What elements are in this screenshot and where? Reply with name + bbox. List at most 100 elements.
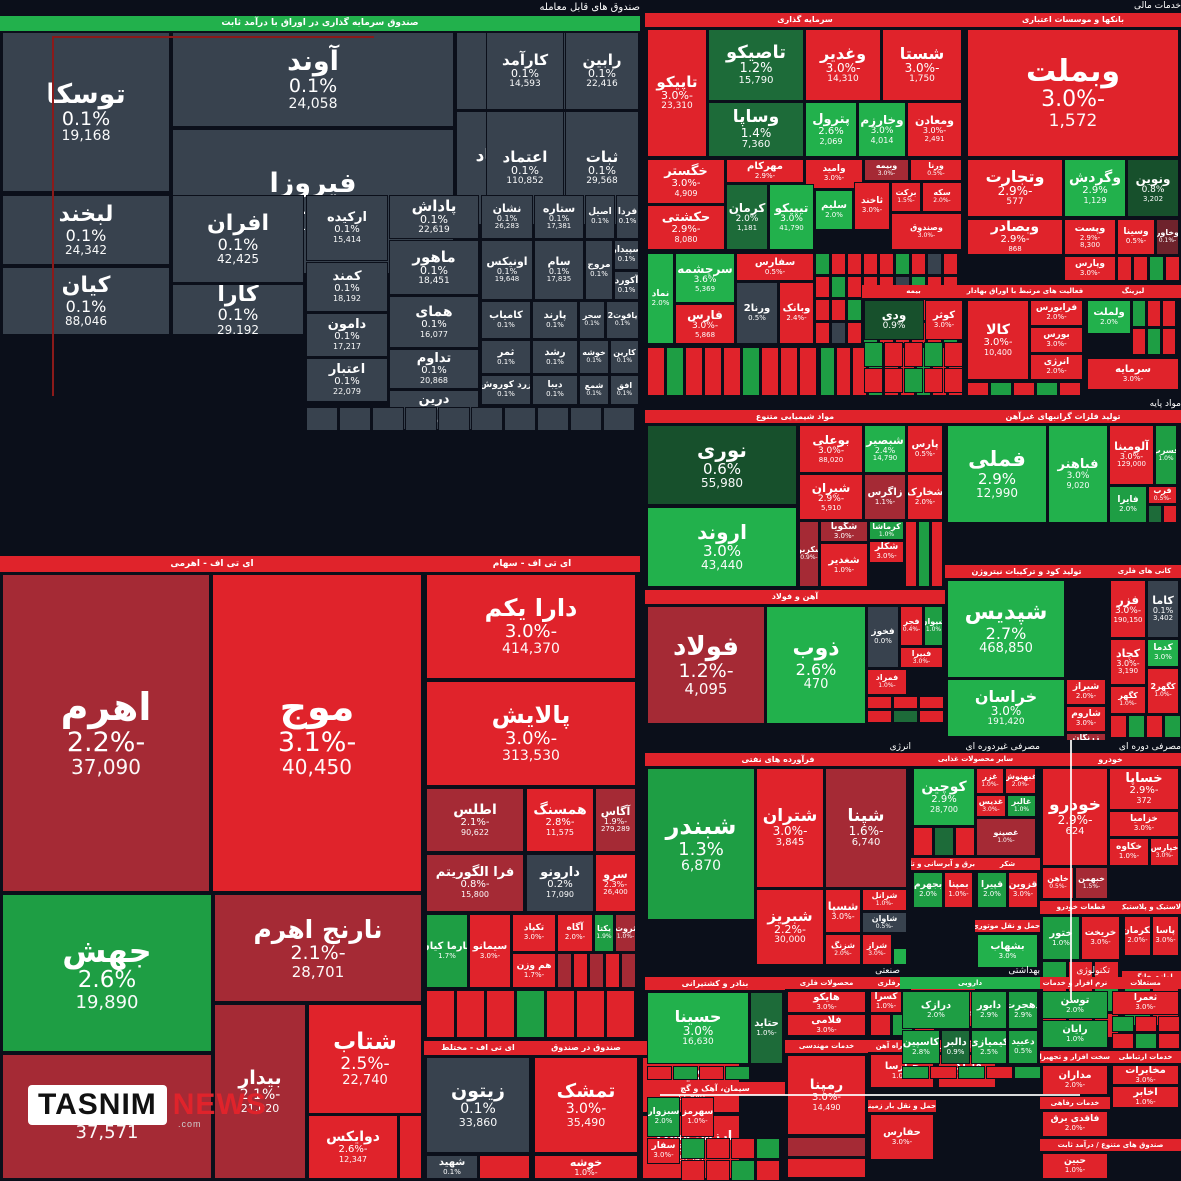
treemap-cell[interactable]: کمند 0.1% 18,192 [306, 262, 388, 312]
treemap-cell[interactable]: شیراز -2.0% [1066, 679, 1106, 705]
treemap-cell[interactable]: فلامی -3.0% [787, 1014, 866, 1036]
treemap-cell[interactable]: شسپا -3.0% [825, 889, 861, 933]
treemap-cell[interactable] [681, 1160, 705, 1181]
treemap-cell[interactable] [486, 990, 515, 1038]
treemap-cell[interactable] [706, 1138, 730, 1159]
treemap-cell[interactable]: پترول 2.6% 2,069 [805, 102, 857, 157]
treemap-cell[interactable]: مخابرات -3.0% [1112, 1065, 1179, 1085]
treemap-cell[interactable] [731, 1160, 755, 1181]
treemap-cell[interactable]: تاصیکو 1.2% 15,790 [708, 29, 804, 101]
treemap-cell[interactable] [685, 347, 703, 396]
treemap-cell[interactable]: دارونو 0.2% 17,090 [526, 854, 594, 912]
treemap-cell[interactable]: وپست -2.9% 8,300 [1064, 219, 1116, 255]
treemap-cell[interactable]: شغدیر -1.0% [820, 543, 868, 587]
treemap-cell[interactable]: دارا یکم -3.0% 414,370 [426, 574, 636, 679]
treemap-cell[interactable]: پالایش -3.0% 313,530 [426, 681, 636, 786]
treemap-cell[interactable]: نارنج اهرم -2.1% 28,701 [214, 894, 422, 1002]
treemap-cell[interactable]: فباهنر 3.0% 9,020 [1048, 425, 1108, 523]
treemap-cell[interactable]: شگویا -3.0% [820, 521, 868, 542]
treemap-cell[interactable] [911, 253, 926, 275]
treemap-cell[interactable] [831, 322, 846, 344]
treemap-group-leasing[interactable]: لیزینگ ولملت 2.0% سرمایه -3.0% [1085, 285, 1181, 398]
treemap-cell[interactable]: خوشه 0.1% [579, 340, 609, 374]
treemap-cell[interactable]: دوایکس -2.6% 12,347 [308, 1115, 398, 1179]
treemap-cell[interactable] [666, 347, 684, 396]
treemap-cell[interactable]: پارند 0.1% [532, 301, 578, 339]
treemap-cell[interactable] [884, 368, 903, 393]
treemap-cell[interactable]: رشد 0.1% [532, 340, 578, 374]
treemap-cell[interactable] [699, 1066, 724, 1080]
treemap-cell[interactable] [831, 299, 846, 321]
treemap-cell[interactable]: بیدار -2.1% 21,020 [214, 1004, 306, 1179]
treemap-cell[interactable] [870, 1014, 891, 1036]
treemap-cell[interactable] [847, 253, 862, 275]
treemap-cell[interactable] [884, 342, 903, 367]
treemap-cell[interactable]: کیمیازی 2.5% [971, 1030, 1007, 1064]
treemap-cell[interactable] [761, 347, 779, 396]
treemap-cell[interactable] [557, 953, 572, 988]
treemap-cell[interactable] [836, 347, 851, 396]
treemap-cell[interactable] [895, 253, 910, 275]
treemap-cell[interactable]: وامید -3.0% [805, 159, 863, 189]
treemap-cell[interactable]: نشان 0.1% 26,283 [481, 195, 533, 239]
treemap-cell[interactable]: وخاور -0.1% [1156, 219, 1179, 255]
treemap-cell[interactable] [1148, 505, 1162, 523]
treemap-cell[interactable] [1112, 1016, 1134, 1032]
treemap-cell[interactable]: حبین -1.0% [1042, 1153, 1108, 1179]
treemap-cell[interactable]: زاگرس -1.1% [864, 474, 906, 520]
treemap-cell[interactable]: شراز -3.0% [862, 934, 892, 965]
treemap-cell[interactable] [867, 696, 892, 709]
treemap-cell[interactable] [576, 990, 605, 1038]
treemap-cell[interactable]: فرب -0.5% [1148, 486, 1177, 504]
treemap-cell[interactable]: بشهاب 3.0% [977, 934, 1038, 968]
treemap-cell[interactable]: کرمان 2.0% 1,181 [726, 184, 768, 250]
treemap-cell[interactable] [621, 953, 636, 988]
treemap-cell[interactable]: تداوم 0.1% 20,868 [389, 349, 479, 389]
treemap-cell[interactable] [546, 990, 575, 1038]
treemap-cell[interactable]: شاوان -0.5% [862, 912, 907, 933]
treemap-cell[interactable]: دعبید 0.5% [1008, 1030, 1038, 1064]
treemap-cell[interactable]: هایکو -3.0% [787, 991, 866, 1013]
treemap-cell[interactable] [864, 342, 883, 367]
treemap-cell[interactable]: کارا 0.1% 29,192 [172, 284, 304, 335]
treemap-cell[interactable] [1147, 328, 1161, 355]
treemap-cell[interactable]: تاپیکو -3.0% 23,310 [647, 29, 707, 157]
treemap-group-hardware[interactable]: سخت افزار و تجهیزات مداران -2.0% [1040, 1051, 1110, 1097]
treemap-cell[interactable]: فبیرا -3.0% [900, 647, 943, 668]
treemap-cell[interactable] [589, 953, 604, 988]
treemap-group-banks[interactable]: بانکها و موسسات اعتباری وبملت -3.0% 1,572 وت… [965, 13, 1181, 285]
treemap-group-sugar[interactable]: شکر قپیرا 2.0% قزوین -3.0% [975, 858, 1040, 920]
treemap-cell[interactable] [1162, 328, 1176, 355]
treemap-cell[interactable]: وصندوق -3.0% [891, 213, 962, 250]
treemap-cell[interactable] [537, 407, 569, 431]
treemap-cell[interactable]: یاقوت2 0.1% [606, 301, 639, 339]
treemap-cell[interactable]: همسنگ -2.8% 11,575 [526, 788, 594, 852]
treemap-cell[interactable]: سکه -2.0% [922, 182, 962, 212]
treemap-cell[interactable] [927, 253, 942, 275]
treemap-cell[interactable]: شتاب -2.5% 22,740 [308, 1004, 422, 1114]
treemap-cell[interactable]: کارآمد 0.1% 14,593 [486, 32, 564, 110]
treemap-cell[interactable]: بوعلی -3.0% 88,020 [799, 425, 863, 473]
treemap-cell[interactable]: شبریز -2.2% 30,000 [756, 889, 824, 965]
treemap-cell[interactable] [456, 990, 485, 1038]
treemap-cell[interactable]: غالبر 1.0% [1007, 795, 1036, 817]
treemap-cell[interactable]: تیپیکو 3.0% 41,790 [769, 184, 814, 250]
treemap-cell[interactable] [1110, 715, 1127, 738]
treemap-cell[interactable] [893, 696, 918, 709]
treemap-cell[interactable]: سیمانو -3.0% [469, 914, 511, 988]
treemap-group-etf-shares[interactable]: ای تی اف - سهام دارا یکم -3.0% 414,370 پالای… [424, 556, 640, 1041]
treemap-group-cement[interactable]: سیمان، آهک و گچ سبزوار 2.0% سهرمز -1.0% سفار -… [645, 1082, 785, 1181]
treemap-cell[interactable]: کگهر2 -1.0% [1147, 668, 1179, 714]
treemap-group-rubber-plastic[interactable]: لاستیک و پلاستیکپکرمان-2.0%پاسا-3.0% [1122, 901, 1181, 971]
treemap-cell[interactable]: توسن 2.0% [1042, 991, 1108, 1019]
treemap-cell[interactable] [725, 1066, 750, 1080]
treemap-cell[interactable] [606, 990, 635, 1038]
treemap-cell[interactable] [847, 299, 862, 321]
treemap-cell[interactable] [867, 710, 892, 723]
treemap-cell[interactable] [934, 827, 954, 856]
treemap-cell[interactable] [986, 1066, 1013, 1079]
treemap-cell[interactable]: آکورد 0.1% [614, 271, 639, 300]
treemap-cell[interactable] [780, 347, 798, 396]
treemap-cell[interactable] [1147, 300, 1161, 327]
treemap-cell[interactable]: انرژی -2.0% [1030, 354, 1083, 380]
